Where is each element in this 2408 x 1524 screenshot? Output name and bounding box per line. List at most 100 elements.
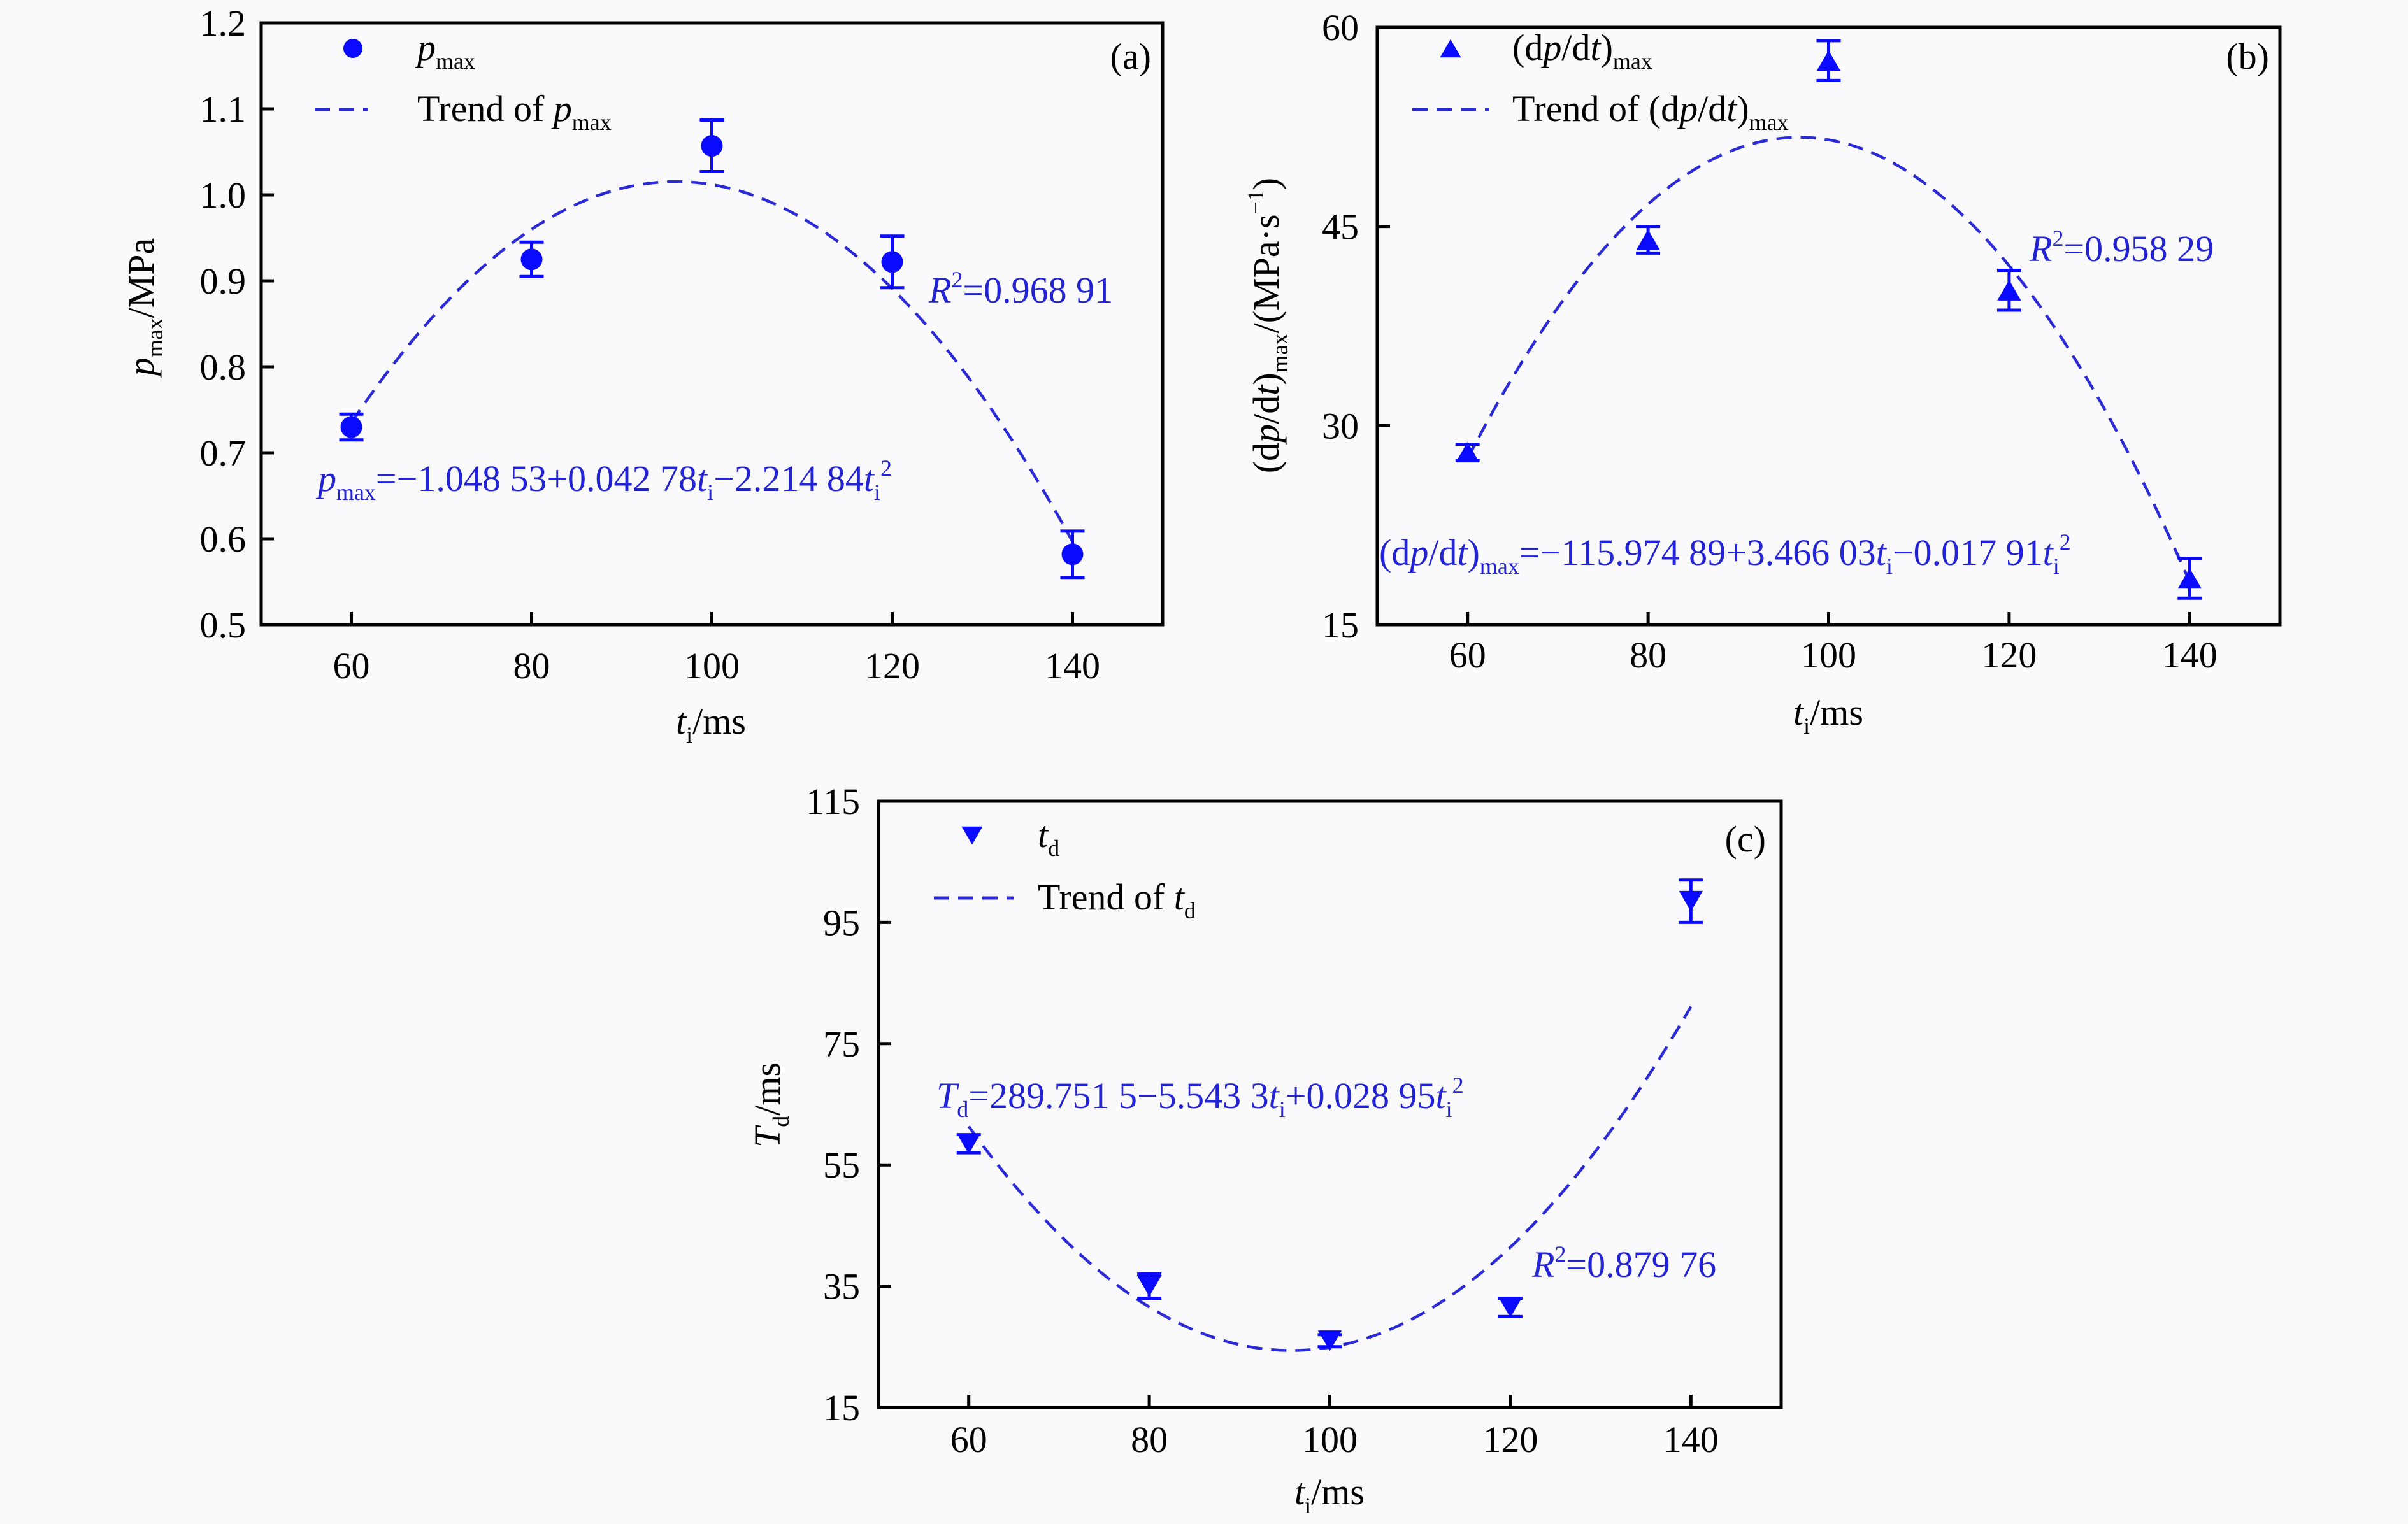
data-point [1636, 229, 1660, 250]
y-axis-label: Td/ms [747, 1062, 794, 1148]
legend-label-points-part: max [1613, 48, 1652, 74]
legend-label-trend-part: t [1726, 88, 1738, 129]
legend-label-points-part: d [1048, 836, 1059, 861]
y-tick-label: 35 [823, 1266, 860, 1307]
y-tick-label: 55 [823, 1144, 860, 1186]
legend-label-trend-part: p [551, 88, 572, 129]
legend-label-points-part: (d [1512, 27, 1543, 68]
data-point [1997, 280, 2021, 301]
x-tick-label: 100 [1302, 1419, 1358, 1460]
fit-equation-part: p [315, 458, 336, 499]
y-tick-label: 15 [1322, 604, 1359, 646]
y-tick-label: 95 [823, 902, 860, 943]
legend-label-trend: Trend of (dp/dt)max [1512, 88, 1789, 135]
y-axis-label-part: /ms [747, 1062, 788, 1116]
fit-equation-part: =−115.974 89+3.466 03 [1519, 532, 1876, 573]
r-squared-annotation: R2=0.958 29 [2029, 225, 2214, 269]
fit-equation-part: t [1876, 532, 1888, 573]
fit-equation-part: −0.017 91 [1893, 532, 2043, 573]
r-squared-annotation-part: =0.958 29 [2063, 228, 2214, 269]
x-tick-label: 60 [1449, 634, 1486, 676]
fit-equation-part: max [1480, 553, 1519, 579]
r-squared-annotation-part: =0.968 91 [963, 269, 1113, 311]
x-axis-label-part: /ms [1810, 692, 1863, 733]
legend-label-trend-part: Trend of [417, 88, 554, 129]
y-axis-label-part: /MPa [120, 238, 162, 318]
legend-label-points-part: /d [1561, 27, 1590, 68]
x-axis-label-part: i [686, 722, 692, 748]
y-tick-label: 0.9 [200, 260, 247, 302]
fit-equation-part: t [2043, 532, 2054, 573]
fit-equation-part: 2 [2060, 529, 2071, 555]
fit-equation-part: i [2053, 553, 2060, 579]
y-axis-label-part: p [1245, 424, 1287, 445]
panel-label: (c) [1725, 818, 1766, 860]
panel-b-dpdt: 60 80 100 120 14015304560ti/ms(dp/dt)max/(MP… [1243, 7, 2282, 739]
fit-equation: (dp/dt)max=−115.974 89+3.466 03ti−0.017 … [1379, 529, 2071, 579]
fit-equation-part: −2.214 84 [713, 458, 864, 499]
data-point [520, 248, 543, 271]
legend-label-trend-part: /d [1698, 88, 1726, 129]
y-axis-label-part: p [120, 357, 162, 378]
x-axis-label-part: i [1305, 1493, 1311, 1518]
r-squared-annotation-part: 2 [951, 267, 963, 292]
r-squared-annotation-part: R [2029, 228, 2052, 269]
legend-label-trend-part: t [1174, 876, 1186, 918]
y-axis-label-part: −1 [1243, 190, 1268, 214]
y-tick-label: 0.5 [200, 604, 247, 646]
fit-equation-part: i [1886, 553, 1893, 579]
fit-equation-part: t [864, 458, 875, 499]
data-point [340, 416, 362, 438]
y-tick-label: 1.1 [200, 89, 247, 130]
y-axis-label-part: t [1245, 384, 1287, 395]
legend-label-trend: Trend of td [1038, 876, 1196, 923]
fit-equation-part: i [707, 480, 713, 505]
y-tick-label: 15 [823, 1387, 860, 1428]
x-tick-label: 120 [1981, 634, 2037, 676]
y-tick-label: 0.6 [200, 518, 247, 560]
fit-equation-part: T [936, 1075, 959, 1116]
legend-label-trend-part: ) [1737, 88, 1749, 129]
y-axis-label-part: max [1267, 333, 1293, 373]
legend-label-trend-part: p [1677, 88, 1698, 129]
panel-label: (a) [1110, 36, 1151, 77]
data-point [1137, 1276, 1161, 1297]
x-axis-label-part: t [676, 701, 687, 742]
x-axis-label-part: t [1294, 1471, 1306, 1513]
y-axis-label-part: d [768, 1116, 794, 1127]
fit-equation-part: t [1269, 1075, 1280, 1116]
fit-equation-part: =289.751 5−5.543 3 [968, 1075, 1268, 1116]
x-tick-label: 80 [1630, 634, 1666, 676]
data-point [1816, 50, 1841, 71]
data-point [1679, 890, 1703, 912]
legend-label-trend-part: Trend of (d [1512, 88, 1679, 129]
x-axis-label-part: /ms [692, 701, 746, 742]
r-squared-annotation-part: R [928, 269, 951, 311]
x-tick-label: 140 [1045, 645, 1100, 687]
legend-marker [961, 826, 983, 845]
fit-equation-part: t [1436, 1075, 1447, 1116]
legend-label-points-part: ) [1601, 27, 1613, 68]
x-tick-label: 60 [950, 1419, 987, 1460]
legend-label-points-part: t [1590, 27, 1602, 68]
data-point [1456, 441, 1480, 463]
data-point [701, 135, 723, 157]
y-axis-label-part: ) [1245, 373, 1287, 385]
x-axis-label-part: i [1803, 713, 1810, 739]
data-point [957, 1133, 981, 1155]
fit-equation-part: t [697, 458, 708, 499]
y-axis-label: (dp/dt)max/(MPa·s−1) [1243, 178, 1293, 473]
y-axis-label: pmax/MPa [120, 238, 168, 379]
legend-label-trend: Trend of pmax [417, 88, 612, 135]
r-squared-annotation-part: 2 [1554, 1241, 1566, 1267]
data-point [2177, 567, 2202, 589]
r-squared-annotation-part: 2 [2052, 225, 2063, 251]
legend-label-points: (dp/dt)max [1512, 27, 1652, 74]
legend-label-points-part: t [1038, 814, 1049, 855]
y-tick-label: 115 [806, 781, 860, 822]
x-tick-label: 80 [513, 645, 550, 687]
data-point [1498, 1297, 1523, 1318]
legend-label-points-part: p [1540, 27, 1561, 68]
legend-label-trend-part: max [1749, 110, 1789, 135]
